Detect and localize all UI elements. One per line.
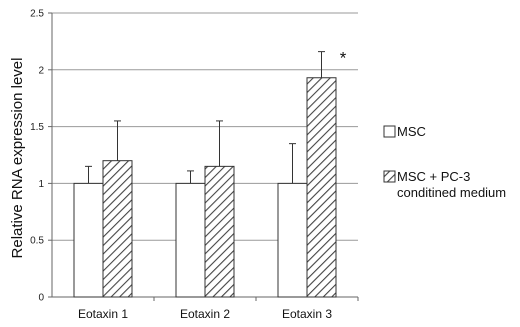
x-tick-label: Eotaxin 1 [78,307,128,321]
bar-msc-pc3 [102,160,133,298]
legend: MSC MSC + PC-3 conditined medium [383,124,506,200]
legend-swatch-msc [383,125,396,138]
x-tick-labels: Eotaxin 1 Eotaxin 2 Eotaxin 3 [78,307,332,321]
x-tick-label: Eotaxin 3 [282,307,332,321]
legend-label-msc-pc3-line1: MSC + PC-3 [397,169,470,184]
bar-msc [175,182,206,298]
bar-msc-pc3 [306,77,337,298]
bar-msc [73,182,104,298]
y-tick-label: 0.5 [30,236,44,247]
error-bars [85,51,325,184]
y-tick-label: 2 [38,65,44,76]
y-tick-label: 0 [38,293,44,304]
y-tick-label: 1 [38,179,44,190]
legend-label-msc-pc3-line2: conditined medium [397,185,506,200]
y-tick-label: 1.5 [30,122,44,133]
significance-asterisk: * [340,49,347,68]
legend-label-msc: MSC [397,124,426,139]
legend-swatch-msc-pc3 [383,170,396,183]
annotations: * [340,49,347,68]
bars [73,77,337,298]
bar-msc [277,182,308,298]
y-tick-label: 2.5 [30,9,44,20]
y-tick-labels: 0 0.5 1 1.5 2 2.5 [30,9,44,304]
x-tick-label: Eotaxin 2 [180,307,230,321]
bar-msc-pc3 [204,165,235,298]
y-axis-label: Relative RNA expression level [9,58,26,259]
